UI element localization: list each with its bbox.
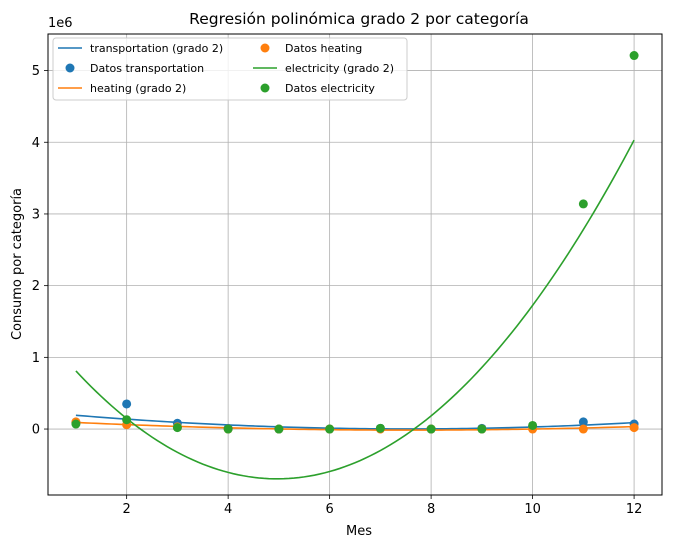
legend-box — [52, 37, 408, 101]
legend-marker-transportation — [65, 63, 75, 73]
point-electricity — [426, 424, 436, 434]
point-transportation — [122, 399, 132, 409]
y-axis: 0 1 2 3 4 5 — [32, 64, 48, 438]
x-axis: 2 4 6 8 10 12 — [123, 495, 643, 517]
chart-title: Regresión polinómica grado 2 por categor… — [189, 10, 529, 28]
x-axis-label: Mes — [346, 524, 372, 539]
legend-label: Datos electricity — [285, 82, 375, 95]
legend-label: Datos transportation — [90, 62, 204, 75]
y-offset-text: 1e6 — [48, 16, 73, 31]
fit-lines — [75, 139, 635, 480]
point-electricity — [629, 51, 639, 61]
y-tick-label: 5 — [32, 64, 40, 79]
point-electricity — [223, 424, 233, 434]
plot-frame — [47, 33, 663, 496]
point-electricity — [71, 419, 81, 429]
legend-marker-electricity — [260, 83, 270, 93]
y-tick-label: 4 — [32, 136, 40, 151]
x-tick-label: 4 — [224, 502, 232, 517]
point-transportation — [578, 417, 588, 427]
legend-label: transportation (grado 2) — [90, 42, 223, 55]
x-tick-label: 12 — [626, 502, 643, 517]
legend-label: electricity (grado 2) — [285, 62, 394, 75]
point-electricity — [528, 420, 538, 430]
point-electricity — [122, 415, 132, 425]
point-electricity — [477, 424, 487, 434]
point-electricity — [578, 199, 588, 209]
y-axis-label: Consumo por categoría — [10, 188, 25, 340]
point-electricity — [274, 424, 284, 434]
y-tick-label: 0 — [32, 423, 40, 438]
y-tick-label: 3 — [32, 207, 40, 222]
legend: transportation (grado 2) Datos transporta… — [52, 37, 408, 101]
y-tick-label: 2 — [32, 279, 40, 294]
point-heating — [629, 423, 639, 433]
legend-label: Datos heating — [285, 42, 362, 55]
x-tick-label: 6 — [325, 502, 333, 517]
x-tick-label: 8 — [427, 502, 435, 517]
data-points — [71, 51, 639, 434]
legend-marker-heating — [260, 43, 270, 53]
point-electricity — [375, 423, 385, 433]
x-tick-label: 2 — [123, 502, 131, 517]
point-heating — [578, 424, 588, 434]
legend-label: heating (grado 2) — [90, 82, 186, 95]
fit-line-heating — [75, 421, 635, 431]
fit-line-electricity — [75, 139, 635, 480]
point-electricity — [172, 423, 182, 433]
point-electricity — [325, 424, 335, 434]
grid — [48, 34, 662, 495]
x-tick-label: 10 — [524, 502, 541, 517]
fit-line-transportation — [75, 414, 635, 430]
y-tick-label: 1 — [32, 351, 40, 366]
